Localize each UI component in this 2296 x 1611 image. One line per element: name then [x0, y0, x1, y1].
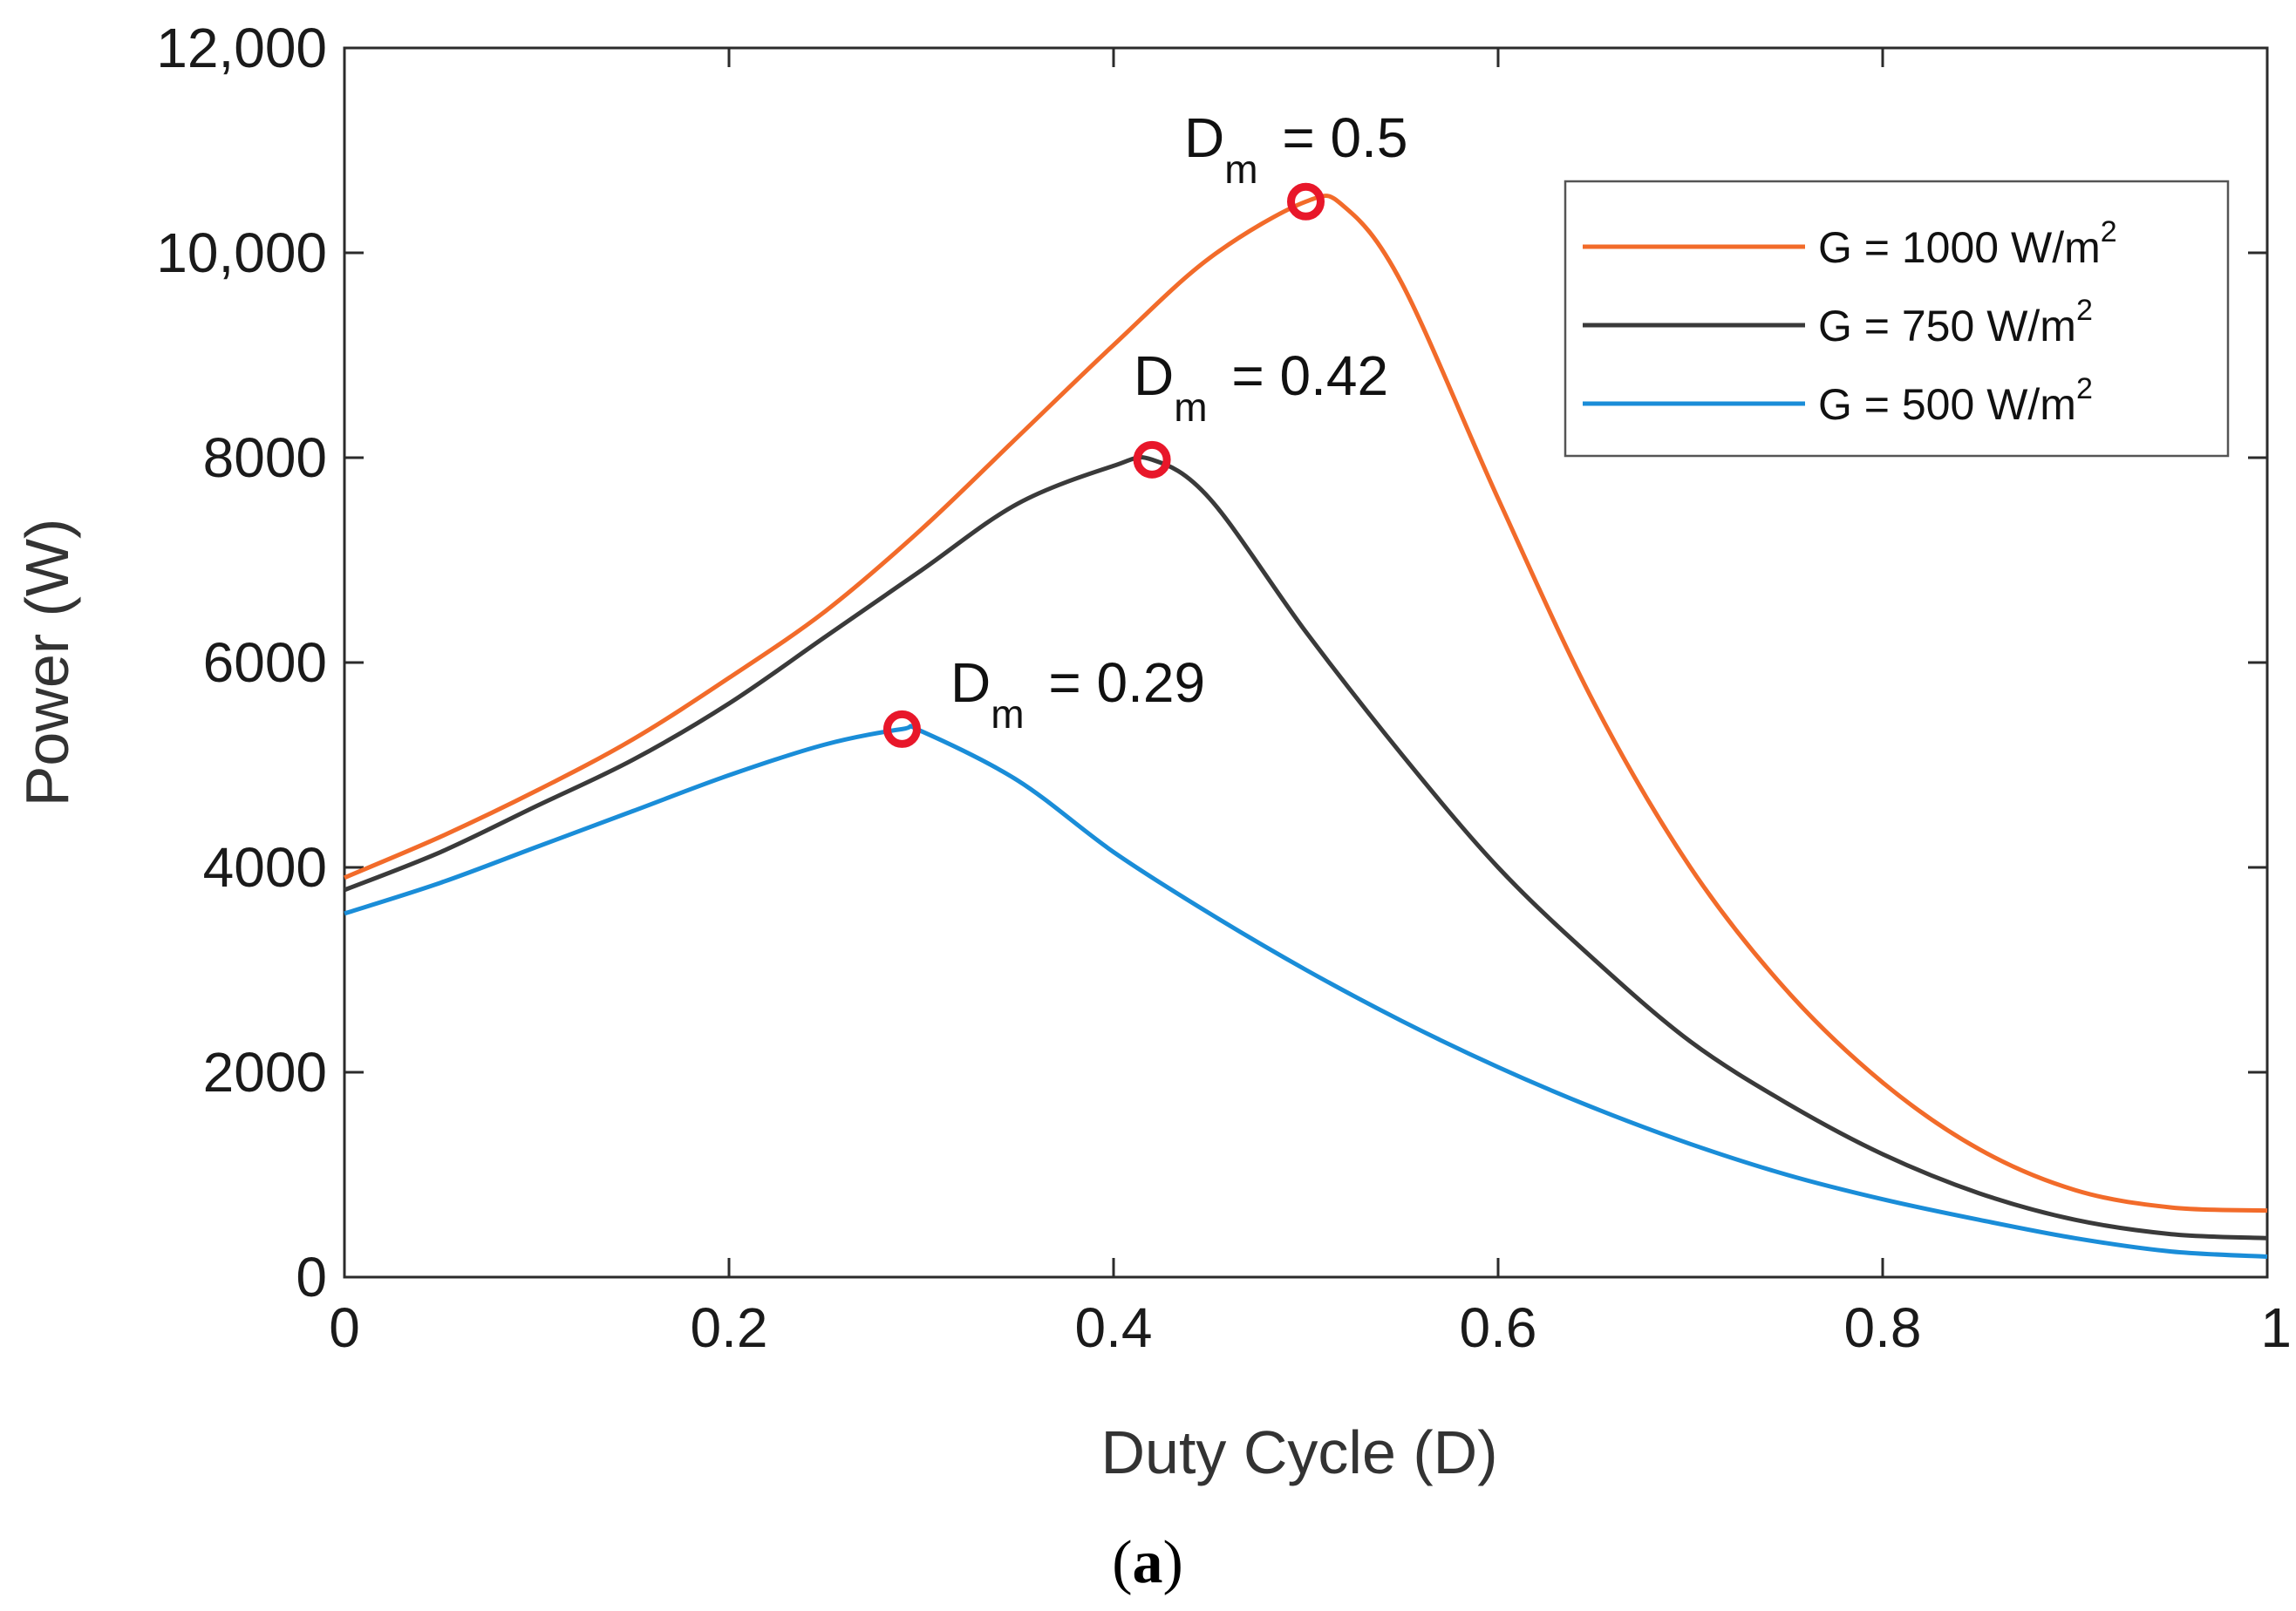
annotation-value: = 0.5 — [1267, 106, 1408, 169]
annotation-value: = 0.29 — [1033, 651, 1206, 714]
y-tick-label: 8000 — [203, 426, 327, 489]
annotation-main: D — [1134, 344, 1174, 407]
series-line-0 — [344, 194, 2268, 1213]
y-tick-label: 4000 — [203, 836, 327, 899]
annotation-subscript: m — [991, 691, 1024, 737]
x-tick-label: 1 — [2260, 1296, 2292, 1359]
figure-caption: (a) — [1112, 1529, 1183, 1596]
annotation-main: D — [1184, 106, 1224, 169]
legend-label-text: G = 500 W/m — [1818, 380, 2076, 429]
peak-markers — [882, 182, 1325, 748]
y-axis-title: Power (W) — [13, 519, 81, 807]
legend: G = 1000 W/m2G = 750 W/m2G = 500 W/m2 — [1564, 180, 2230, 458]
x-tick-label: 0 — [329, 1296, 360, 1359]
x-tick-label: 0.2 — [691, 1296, 768, 1359]
series-lines — [344, 194, 2268, 1259]
y-tick-label: 10,000 — [156, 221, 327, 284]
x-tick-label: 0.4 — [1075, 1296, 1153, 1359]
legend-label-text: G = 750 W/m — [1818, 302, 2076, 350]
annotation-value: = 0.42 — [1216, 344, 1389, 407]
y-tick-label: 2000 — [203, 1041, 327, 1104]
legend-label-2: G = 500 W/m2 — [1818, 372, 2093, 429]
series-line-1 — [344, 455, 2268, 1241]
caption-open: ( — [1112, 1529, 1132, 1596]
legend-label-sup: 2 — [2076, 372, 2093, 405]
legend-box — [1564, 180, 2230, 458]
peak-marker-2 — [882, 710, 921, 748]
annotation-subscript: m — [1174, 384, 1207, 430]
annotation-subscript: m — [1224, 146, 1257, 192]
x-tick-label: 0.6 — [1460, 1296, 1537, 1359]
series-line-2 — [344, 724, 2268, 1259]
annotation-main: D — [950, 651, 991, 714]
peak-marker-0 — [1287, 182, 1325, 221]
x-axis: 0 0.2 0.4 0.6 0.8 1 — [329, 48, 2292, 1359]
legend-label-sup: 2 — [2076, 294, 2093, 327]
legend-label-0: G = 1000 W/m2 — [1818, 215, 2117, 272]
peak-marker-1 — [1133, 440, 1171, 479]
caption-letter: a — [1133, 1529, 1163, 1596]
legend-label-sup: 2 — [2101, 215, 2117, 248]
peak-annotation-0: Dm = 0.5 — [1184, 106, 1407, 192]
x-tick-label: 0.8 — [1844, 1296, 1922, 1359]
legend-label-1: G = 750 W/m2 — [1818, 294, 2093, 350]
caption-close: ) — [1163, 1529, 1183, 1596]
legend-label-text: G = 1000 W/m — [1818, 223, 2101, 272]
y-tick-label: 0 — [296, 1246, 327, 1309]
x-axis-title: Duty Cycle (D) — [1100, 1418, 1497, 1486]
peak-annotation-1: Dm = 0.42 — [1134, 344, 1388, 430]
y-tick-label: 6000 — [203, 631, 327, 694]
y-axis: 0 2000 4000 6000 8000 10,000 12,000 — [156, 17, 2267, 1309]
peak-annotation-2: Dm = 0.29 — [950, 651, 1205, 737]
y-tick-label: 12,000 — [156, 17, 327, 79]
